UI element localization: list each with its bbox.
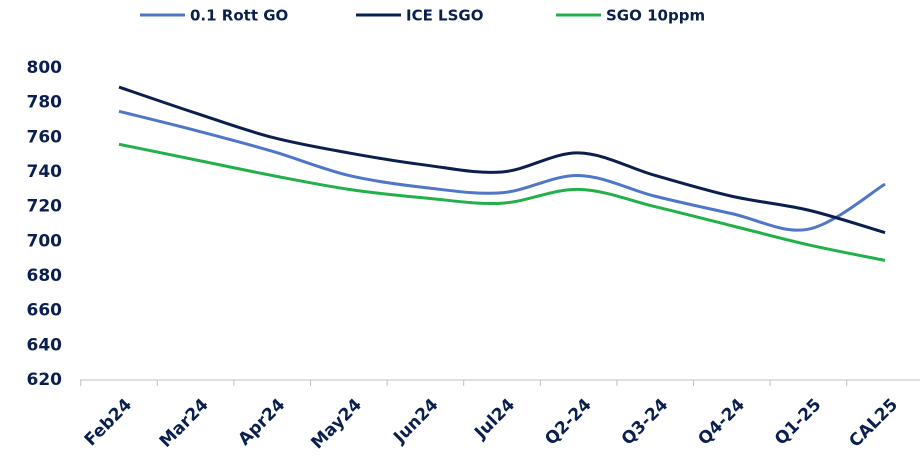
y-tick-label: 640 (27, 335, 63, 355)
y-tick-label: 800 (27, 58, 63, 78)
series-line (118, 85, 886, 235)
x-tick-label: CAL25 (845, 395, 902, 452)
series-line (118, 142, 886, 262)
legend-label: SGO 10ppm (606, 7, 705, 25)
x-tick-label: Jul24 (470, 395, 519, 444)
x-tick-label: Q4-24 (694, 395, 749, 450)
x-tick-label: May24 (307, 395, 366, 454)
series-line (118, 109, 886, 232)
x-tick-label: Jun24 (389, 395, 442, 448)
x-tick-label: Q1-25 (771, 395, 825, 449)
x-tick-label: Q3-24 (618, 395, 673, 450)
x-tick-label: Q2-24 (541, 395, 596, 450)
x-tick-label: Feb24 (81, 395, 136, 450)
y-tick-label: 660 (27, 301, 63, 321)
y-tick-label: 780 (27, 93, 63, 113)
y-tick-label: 620 (27, 370, 63, 390)
x-tick-label: Apr24 (235, 395, 290, 450)
y-tick-label: 760 (27, 127, 63, 147)
legend-label: 0.1 Rott GO (190, 7, 288, 25)
x-tick-label: Mar24 (156, 395, 213, 452)
y-tick-label: 680 (27, 266, 63, 286)
y-tick-label: 740 (27, 162, 63, 182)
legend-label: ICE LSGO (406, 7, 483, 25)
y-tick-label: 720 (27, 197, 63, 217)
y-tick-label: 700 (27, 231, 63, 251)
